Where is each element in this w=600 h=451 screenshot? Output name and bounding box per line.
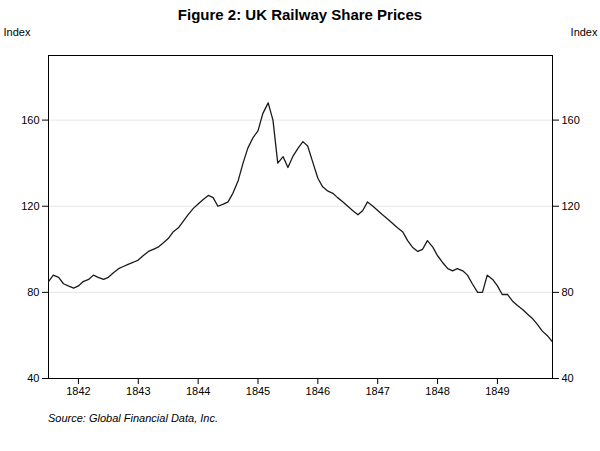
svg-text:40: 40 (27, 372, 39, 384)
svg-text:Index: Index (571, 26, 598, 38)
svg-text:1843: 1843 (126, 385, 150, 397)
html-text:Figure 2: UK Railway Share Pri: Figure 2: UK Railway Share Prices (177, 6, 423, 23)
svg-text:160: 160 (21, 114, 39, 126)
svg-text:1849: 1849 (485, 385, 509, 397)
svg-text:1842: 1842 (66, 385, 90, 397)
svg-text:1846: 1846 (306, 385, 330, 397)
svg-text:80: 80 (562, 286, 574, 298)
svg-text:1847: 1847 (365, 385, 389, 397)
svg-text:160: 160 (562, 114, 580, 126)
svg-text:120: 120 (562, 200, 580, 212)
svg-text:120: 120 (21, 200, 39, 212)
svg-text:80: 80 (27, 286, 39, 298)
svg-text:Index: Index (4, 26, 31, 38)
svg-text:1848: 1848 (425, 385, 449, 397)
html-text:Source: Global Financial Data,: Source: Global Financial Data, Inc. (48, 412, 218, 424)
svg-text:40: 40 (562, 372, 574, 384)
svg-text:1845: 1845 (246, 385, 270, 397)
svg-text:1844: 1844 (186, 385, 210, 397)
